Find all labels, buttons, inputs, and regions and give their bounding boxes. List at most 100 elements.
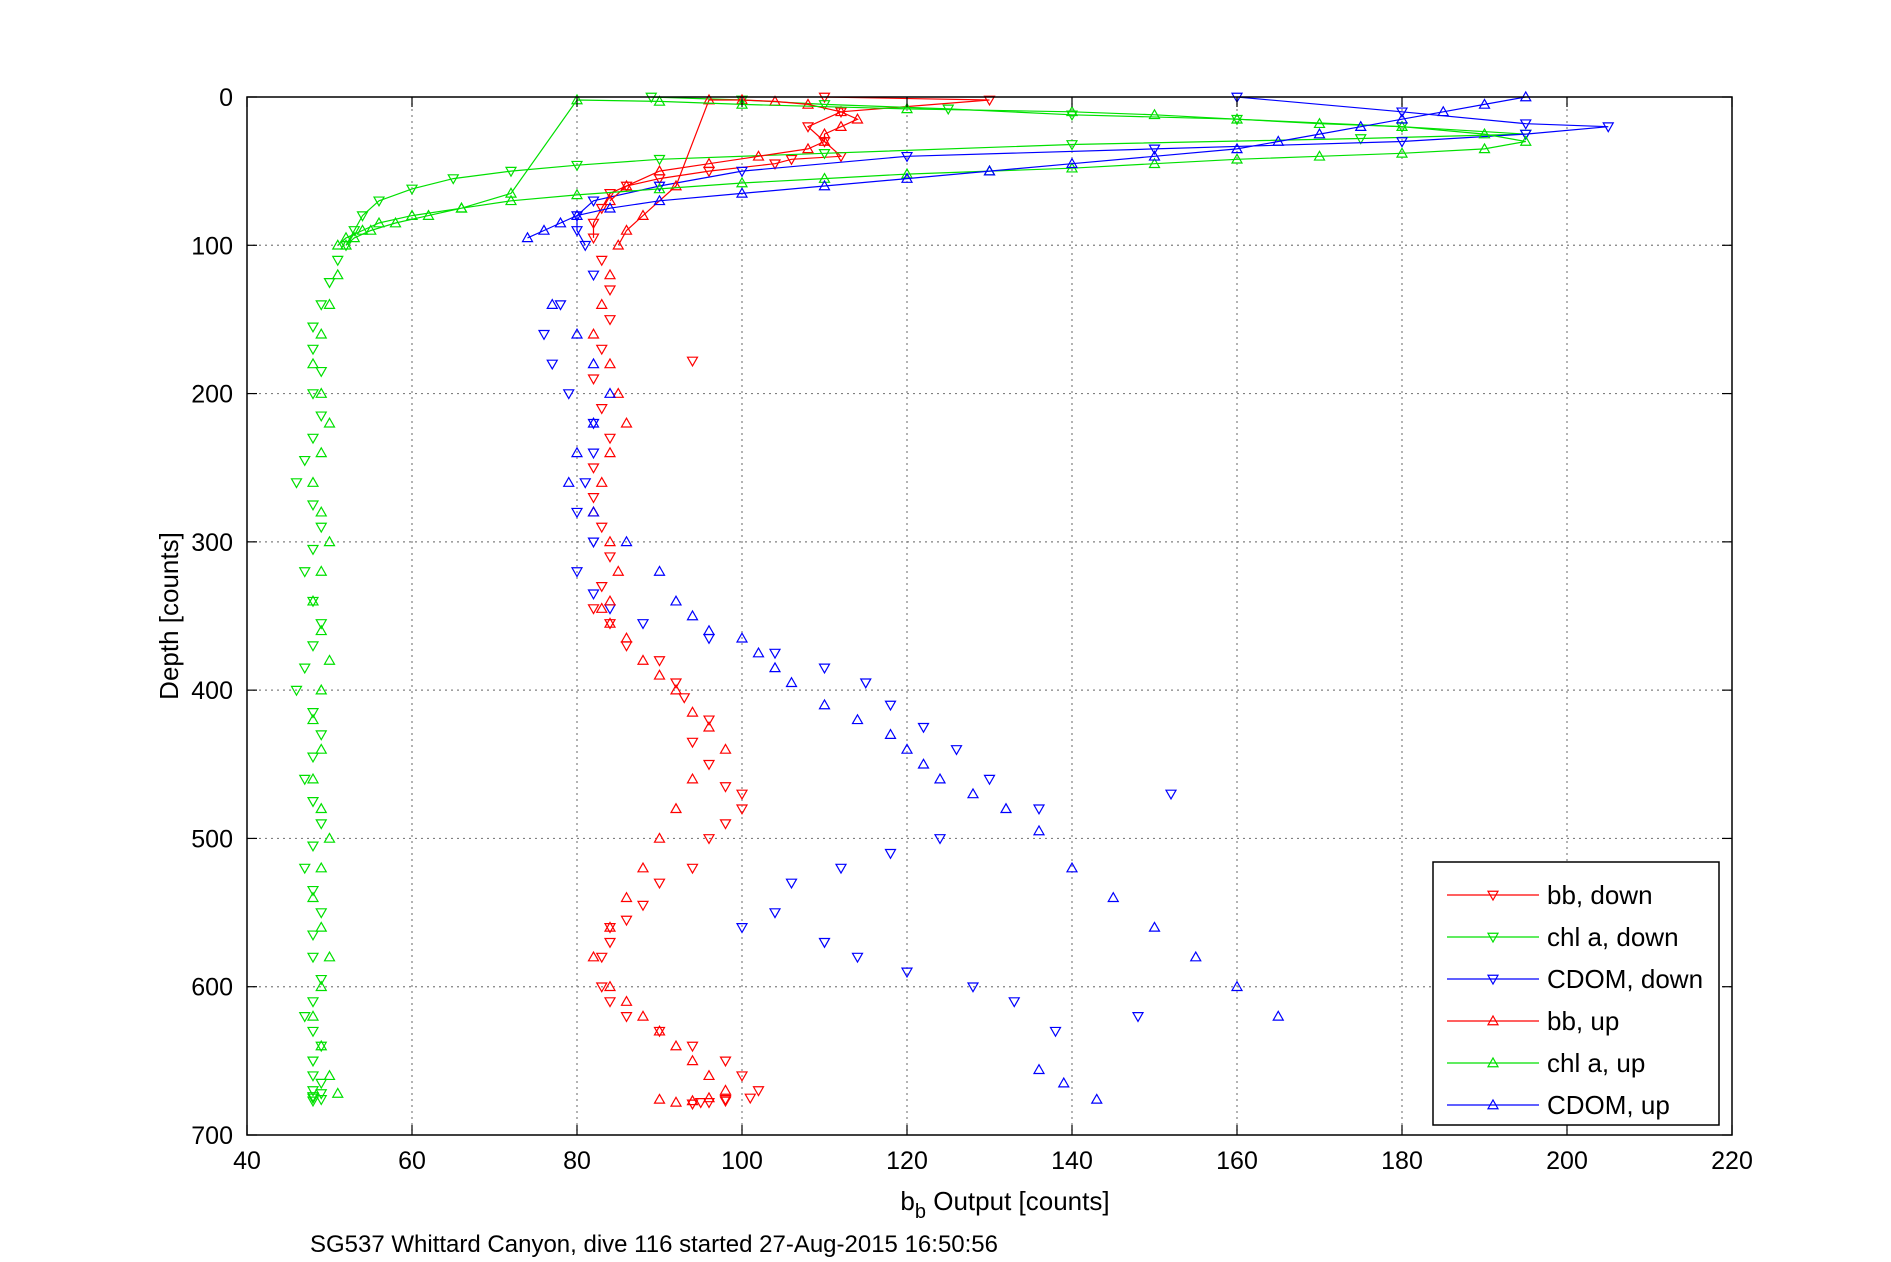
x-tick-label-80: 80 <box>563 1147 591 1175</box>
data-point-3-30 <box>603 594 617 606</box>
y-tick-label-400: 400 <box>191 677 233 705</box>
data-point-0-1 <box>983 95 996 107</box>
data-point-1-55 <box>306 1026 320 1038</box>
data-point-1-14 <box>447 174 460 185</box>
data-point-2-10 <box>587 196 600 208</box>
data-point-2-13 <box>579 240 592 252</box>
data-point-3-4 <box>752 150 765 161</box>
data-point-5-20 <box>546 298 559 309</box>
data-point-4-34 <box>364 224 377 235</box>
data-point-4-44 <box>306 476 320 487</box>
data-point-1-15 <box>405 184 419 196</box>
data-point-0-45 <box>603 923 617 934</box>
data-point-3-34 <box>636 654 650 665</box>
data-point-1-11 <box>653 154 666 166</box>
data-point-3-17 <box>620 224 633 235</box>
data-point-3-24 <box>620 417 633 428</box>
data-point-0-43 <box>636 900 650 912</box>
data-point-1-22 <box>315 300 328 311</box>
data-point-4-18 <box>1478 142 1491 154</box>
data-point-5-39 <box>884 728 897 739</box>
data-point-5-1 <box>1478 98 1491 109</box>
data-point-3-28 <box>603 535 617 547</box>
data-point-0-62 <box>686 356 699 368</box>
data-point-0-55 <box>752 1086 765 1097</box>
data-point-5-17 <box>554 216 567 228</box>
data-point-4-39 <box>315 328 328 339</box>
data-point-5-3 <box>1395 113 1409 124</box>
data-point-1-23 <box>306 322 320 334</box>
data-point-4-3 <box>372 216 386 228</box>
data-point-1-27 <box>315 411 328 423</box>
data-point-4-22 <box>1313 117 1326 129</box>
data-point-1-18 <box>348 226 361 237</box>
data-point-5-41 <box>917 758 930 769</box>
y-tick-label-300: 300 <box>191 529 233 557</box>
data-point-3-48 <box>620 995 633 1006</box>
data-point-1-37 <box>306 641 320 652</box>
data-point-1-31 <box>306 500 320 511</box>
data-point-1-48 <box>306 885 320 897</box>
data-point-1-20 <box>331 255 344 267</box>
data-point-5-5 <box>1313 127 1326 139</box>
data-point-5-25 <box>570 446 584 458</box>
data-point-0-38 <box>735 804 749 815</box>
data-point-0-51 <box>653 1026 666 1038</box>
plot-frame <box>246 96 1733 1136</box>
data-point-2-14 <box>587 270 600 282</box>
data-point-4-21 <box>1395 120 1409 132</box>
data-point-5-14 <box>653 194 666 206</box>
data-point-4-42 <box>323 417 336 428</box>
data-point-4-61 <box>315 980 328 992</box>
data-point-4-65 <box>331 1087 344 1098</box>
data-point-5-4 <box>1354 120 1367 132</box>
data-point-0-31 <box>669 678 683 689</box>
data-point-2-16 <box>537 329 551 341</box>
data-point-1-57 <box>306 1056 320 1068</box>
data-point-0-53 <box>719 1056 732 1068</box>
data-point-5-42 <box>933 772 947 784</box>
data-point-1-65 <box>306 1096 320 1108</box>
data-point-4-36 <box>339 239 353 250</box>
data-point-3-53 <box>702 1069 716 1081</box>
y-tick-label-600: 600 <box>191 974 233 1002</box>
data-point-2-18 <box>562 389 575 400</box>
x-tick-label-160: 160 <box>1216 1147 1258 1175</box>
data-point-3-8 <box>834 120 848 132</box>
data-point-0-52 <box>686 1041 699 1053</box>
data-point-3-54 <box>719 1084 732 1095</box>
data-point-0-36 <box>719 782 732 793</box>
data-point-2-47 <box>966 982 980 993</box>
data-point-2-29 <box>768 648 782 660</box>
series-line-3 <box>609 99 859 246</box>
data-point-1-10 <box>818 148 831 160</box>
data-point-0-32 <box>678 693 691 704</box>
data-point-1-8 <box>1354 134 1367 145</box>
data-point-0-25 <box>603 552 617 563</box>
data-point-2-27 <box>636 619 650 630</box>
legend-label-0: bb, down <box>1547 880 1653 910</box>
data-point-4-62 <box>306 1010 320 1021</box>
legend-label-2: CDOM, down <box>1547 964 1703 994</box>
series-4 <box>306 93 1532 1098</box>
data-point-1-63 <box>306 1093 320 1105</box>
data-point-1-39 <box>290 685 303 697</box>
data-point-3-7 <box>818 127 831 139</box>
data-point-3-49 <box>636 1010 650 1021</box>
data-point-4-16 <box>1313 150 1326 161</box>
data-point-4-31 <box>455 202 468 213</box>
data-point-5-22 <box>587 357 600 369</box>
data-point-3-23 <box>612 387 625 398</box>
data-point-4-54 <box>306 772 320 784</box>
data-point-5-50 <box>1230 980 1244 992</box>
data-point-2-40 <box>834 863 848 875</box>
data-point-1-29 <box>298 455 311 467</box>
data-point-0-41 <box>686 863 699 875</box>
data-point-3-40 <box>686 772 699 784</box>
data-point-2-12 <box>570 226 584 237</box>
data-point-3-41 <box>669 802 683 814</box>
data-point-5-40 <box>900 743 914 754</box>
data-point-3-44 <box>620 891 633 903</box>
data-point-3-31 <box>595 602 608 613</box>
data-point-0-15 <box>595 255 608 267</box>
